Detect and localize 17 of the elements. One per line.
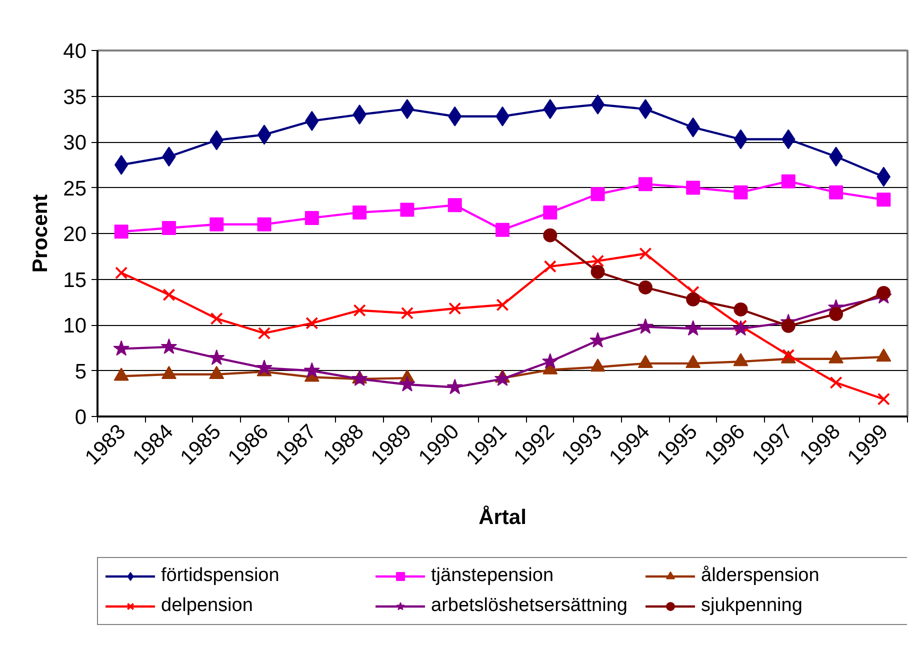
y-tick-label: 40 <box>63 40 86 63</box>
y-axis-title: Procent <box>29 194 52 273</box>
legend-label: förtidspension <box>161 565 280 587</box>
y-tick-label: 5 <box>74 360 87 384</box>
legend-label: sjukpenning <box>701 595 804 617</box>
y-tick-label: 35 <box>63 86 86 109</box>
legend-label: tjänstepension <box>431 565 555 587</box>
y-tick-label: 0 <box>74 406 87 429</box>
y-tick-label: 10 <box>63 314 86 338</box>
legend-label: delpension <box>161 595 254 617</box>
y-tick-label: 20 <box>63 223 86 246</box>
y-tick-label: 30 <box>63 132 86 154</box>
y-tick-label: 25 <box>63 177 86 200</box>
y-tick-label: 15 <box>63 268 86 292</box>
legend-label: ålderspension <box>701 565 820 587</box>
x-axis-title: Årtal <box>478 505 526 530</box>
legend-label: arbetslöshetsersättning <box>431 595 628 617</box>
